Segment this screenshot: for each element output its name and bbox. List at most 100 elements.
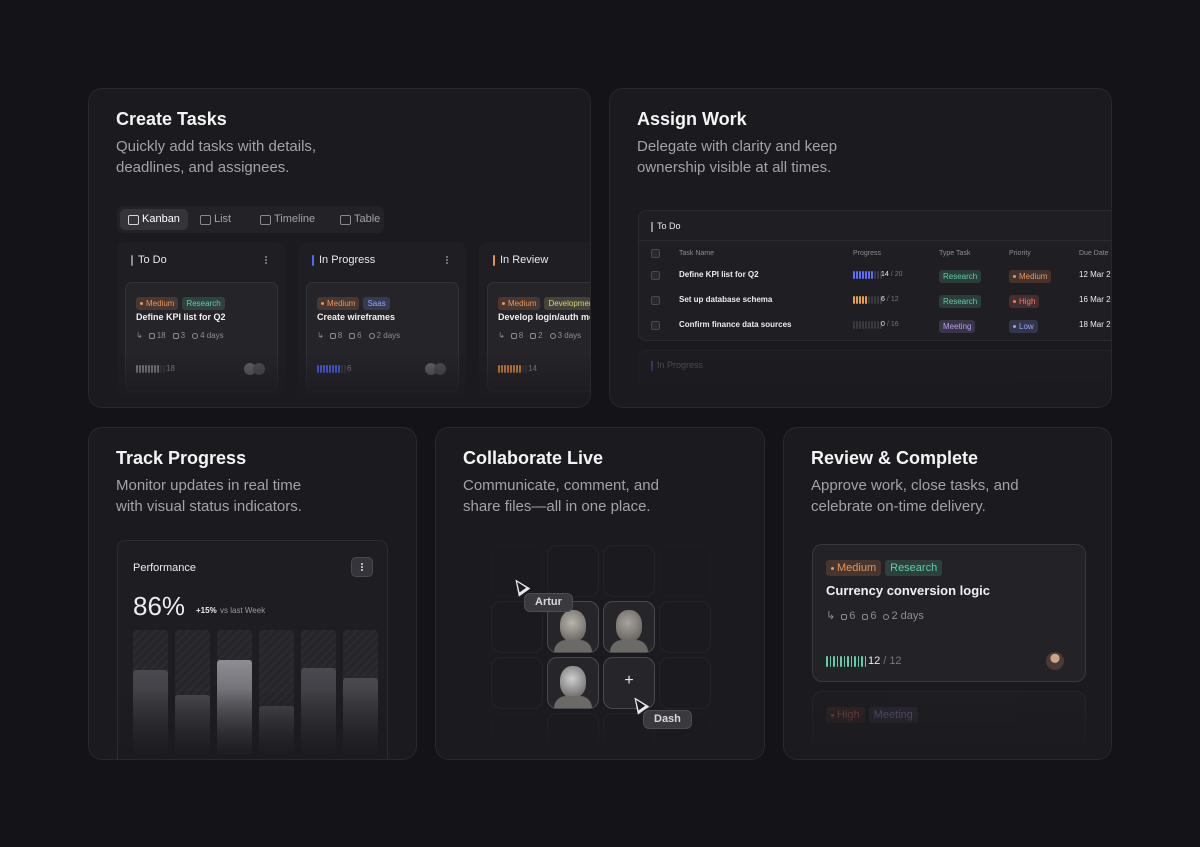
column-marker (493, 255, 495, 266)
tag: Development (544, 297, 590, 310)
meta-files: 3 (172, 331, 185, 340)
cursor-inner (513, 579, 527, 593)
column-header: Task Name (679, 250, 715, 257)
widget-title: Performance (133, 562, 196, 574)
due-date: 16 Mar 20 (1079, 295, 1112, 304)
type-cell: Research (939, 295, 985, 308)
progress-total: 12 (890, 296, 899, 303)
fade (784, 679, 1111, 759)
change-note: vs last Week (220, 606, 266, 615)
task-meta: ↳ 8 6 2 days (317, 331, 401, 340)
column-header: Type Task (939, 250, 971, 257)
kanban-column: In Review Medium Development Develop login/… (479, 242, 590, 407)
progress-bar (498, 365, 527, 373)
task-card[interactable]: Medium Development Develop login/auth mo ↳ 8… (487, 282, 590, 392)
card-description: Approve work, close tasks, and celebrate… (811, 477, 1019, 515)
avatar-tile[interactable] (603, 601, 655, 653)
grid-tile (491, 545, 543, 597)
tag: Research (885, 560, 943, 576)
change: +15% (196, 606, 217, 615)
task-title: Create wireframes (317, 312, 396, 322)
progress-bar (853, 271, 882, 279)
card-description: Monitor updates in real time with visual… (116, 477, 302, 515)
tag: Medium (1009, 270, 1052, 283)
meta-comments: 8 (510, 331, 523, 340)
group-marker (651, 222, 653, 232)
card-title: Review & Complete (811, 448, 979, 468)
view-tabs: Kanban List Timeline Table (117, 206, 384, 233)
avatar-tile[interactable]: + (603, 657, 655, 709)
grid-tile (603, 545, 655, 597)
performance-value: 86% (133, 591, 186, 621)
fade (118, 689, 387, 759)
fade (436, 709, 764, 759)
checkbox[interactable] (651, 271, 660, 280)
meta-files: 6 (349, 331, 362, 340)
progress-separator: / (886, 296, 889, 303)
checkbox[interactable] (651, 321, 660, 330)
task-card[interactable]: Medium Research Define KPI list for Q2 ↳ 18 3… (125, 282, 278, 392)
tag: Research (939, 295, 982, 308)
tab[interactable]: Kanban (120, 209, 188, 230)
meta-value: 3 days (557, 331, 582, 340)
progress-total: 12 (889, 655, 902, 667)
task-card[interactable]: Medium Research Currency conversion logic ↳… (812, 544, 1086, 682)
priority-cell: Low (1009, 320, 1042, 333)
avatar-tile[interactable] (547, 657, 599, 709)
kanban-column: To Do Medium Research Define KPI list for Q… (117, 242, 285, 407)
type-cell: Meeting (939, 320, 979, 333)
task-card[interactable]: Medium Saas Create wireframes ↳ 8 6 2 days 6 (306, 282, 459, 392)
progress-bar (853, 296, 882, 304)
review-card: Review & Complete Approve work, close ta… (783, 427, 1112, 760)
column-menu[interactable] (265, 256, 267, 258)
meta-files: 6 (862, 610, 876, 622)
column-header: Progress (853, 250, 882, 257)
tab[interactable]: Table (332, 209, 388, 230)
tab[interactable]: List (192, 209, 239, 230)
task-name: Confirm finance data sources (679, 320, 792, 329)
progress-value: 14 (528, 364, 537, 373)
performance-widget: Performance 86% +15% vs last Week (117, 540, 388, 759)
menu-button[interactable] (351, 557, 373, 577)
progress-value: 6 (347, 364, 352, 373)
task-title: Define KPI list for Q2 (136, 312, 226, 322)
column-menu[interactable] (446, 256, 448, 258)
group-name: To Do (657, 221, 681, 231)
meta-value: 2 days (376, 331, 401, 340)
meta-due: 2 days (368, 331, 401, 340)
progress-bar (136, 365, 165, 373)
progress-done: 14 (881, 271, 889, 278)
meta-value: 6 (870, 610, 877, 622)
task-name: Define KPI list for Q2 (679, 270, 759, 279)
task-meta: ↳ 18 3 4 days (136, 331, 224, 340)
progress-separator: / (886, 321, 889, 328)
checkbox[interactable] (651, 296, 660, 305)
cursor-label: Artur (524, 593, 573, 612)
progress-total: 20 (894, 271, 903, 278)
cursor-label: Dash (643, 710, 692, 729)
grid-tile (659, 657, 711, 709)
tag: High (1009, 295, 1040, 308)
add-button[interactable]: + (624, 672, 634, 689)
progress-text: 6/12 (881, 296, 899, 303)
progress-bar (853, 321, 882, 329)
task-meta: ↳ 8 2 3 days (498, 331, 582, 340)
column-header: Priority (1009, 250, 1031, 257)
checkbox[interactable] (651, 249, 660, 258)
card-title: Create Tasks (116, 109, 227, 129)
meta-due: 2 days (883, 610, 924, 622)
column-name: To Do (138, 254, 167, 266)
priority-cell: High (1009, 295, 1043, 308)
task-table: To Do Task Name Progress Type Task Priority… (638, 210, 1112, 341)
meta-due: 3 days (549, 331, 582, 340)
assign-work-card: Assign Work Delegate with clarity and ke… (609, 88, 1112, 408)
progress-done: 6 (881, 296, 885, 303)
avatar-body (554, 640, 592, 652)
card-description: Delegate with clarity and keep ownership… (637, 138, 838, 176)
type-cell: Research (939, 270, 985, 283)
meta-due: 4 days (192, 331, 224, 340)
task-title: Currency conversion logic (826, 583, 990, 598)
tag: Low (1009, 320, 1038, 333)
tab[interactable]: Timeline (252, 209, 323, 230)
